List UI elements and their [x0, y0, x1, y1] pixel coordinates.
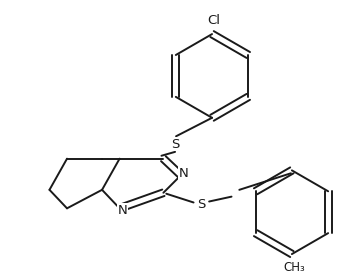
Text: Cl: Cl — [208, 14, 220, 27]
Text: N: N — [118, 204, 127, 217]
Text: S: S — [171, 138, 179, 151]
Text: N: N — [179, 167, 189, 180]
Text: CH₃: CH₃ — [283, 261, 305, 274]
Text: S: S — [197, 198, 206, 211]
